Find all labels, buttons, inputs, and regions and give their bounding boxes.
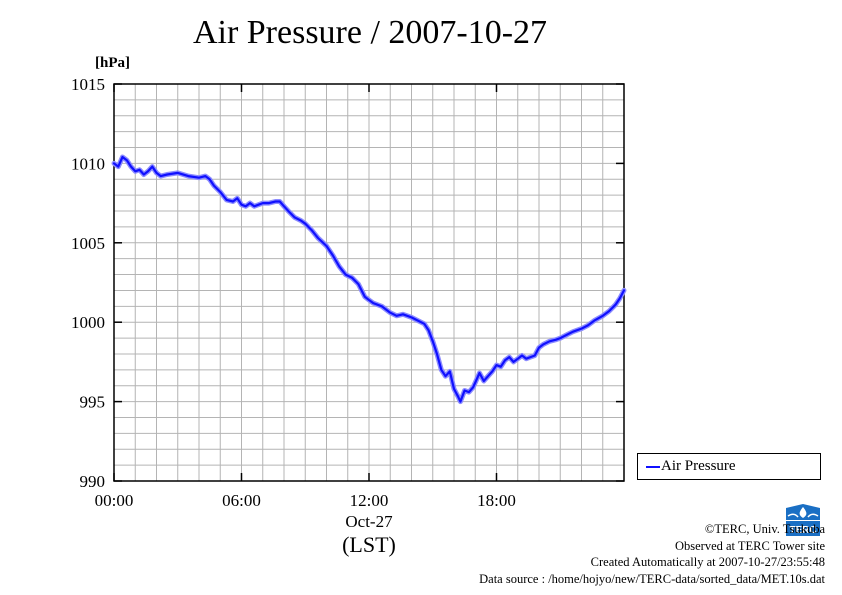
y-tick-label: 1015	[71, 75, 105, 94]
legend-label-air-pressure: Air Pressure	[661, 458, 736, 474]
y-tick-label: 1000	[71, 313, 105, 332]
credit-created: Created Automatically at 2007-10-27/23:5…	[590, 555, 825, 569]
x-axis-label: (LST)	[342, 532, 396, 557]
x-tick-label: 06:00	[222, 491, 261, 510]
credit-copyright: ©TERC, Univ. Tsukuba	[704, 522, 825, 536]
y-tick-label: 1010	[71, 154, 105, 173]
grid-lines	[114, 84, 624, 481]
y-tick-label: 995	[80, 393, 106, 412]
credit-source: Data source : /home/hojyo/new/TERC-data/…	[479, 571, 825, 586]
legend: Air Pressure	[637, 453, 821, 480]
series-air-pressure	[111, 154, 627, 405]
legend-swatch-air-pressure	[646, 466, 660, 468]
x-axis: 00:00 06:00 12:00 18:00 Oct-27(LST)	[95, 84, 516, 557]
logo-text: TERC	[789, 525, 816, 536]
x-tick-label: 12:00	[350, 491, 389, 510]
x-date-label: Oct-27	[345, 512, 393, 531]
series-line	[112, 155, 626, 403]
chart-title: Air Pressure / 2007-10-27	[192, 14, 548, 51]
y-axis-label: [hPa]	[95, 55, 130, 71]
x-tick-label: 00:00	[95, 491, 134, 510]
credits-block: ©TERC, Univ. Tsukuba Observed at TERC To…	[479, 521, 825, 587]
y-tick-label: 1005	[71, 234, 105, 253]
x-tick-label: 18:00	[477, 491, 516, 510]
credit-observed: Observed at TERC Tower site	[674, 538, 825, 553]
y-axis: 1015 1010 1005 1000 995 990	[71, 75, 624, 491]
y-tick-label: 990	[80, 472, 106, 491]
terc-logo: TERC	[786, 504, 820, 536]
